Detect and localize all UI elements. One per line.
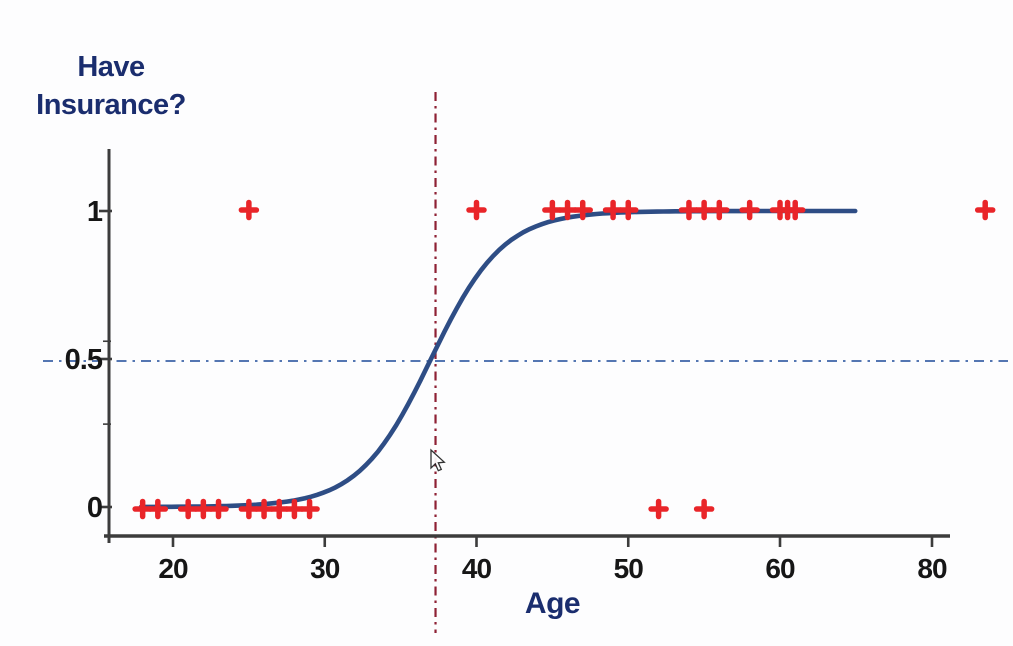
- x-tick-label: 40: [462, 553, 492, 584]
- data-point-no-insurance: [693, 498, 715, 520]
- data-point-insurance: [618, 199, 639, 221]
- y-tick-label: 1: [87, 196, 103, 228]
- data-point-insurance: [974, 199, 996, 221]
- data-point-insurance: [466, 199, 487, 221]
- y-tick-label: 0.5: [65, 344, 103, 376]
- x-tick-label: 20: [158, 553, 188, 584]
- x-tick-label: 60: [765, 553, 795, 584]
- data-point-no-insurance: [299, 498, 320, 520]
- x-tick-label: 30: [310, 553, 340, 584]
- data-point-insurance: [784, 199, 806, 221]
- data-point-no-insurance: [147, 498, 169, 520]
- data-point-insurance: [572, 199, 593, 221]
- data-point-insurance: [739, 199, 760, 221]
- x-tick-label: 50: [614, 553, 644, 584]
- x-tick-label: 80: [917, 553, 947, 584]
- y-tick-label: 0: [87, 492, 102, 524]
- data-point-insurance: [709, 199, 730, 221]
- data-point-no-insurance: [648, 498, 669, 520]
- mouse-cursor: [430, 448, 446, 472]
- data-point-no-insurance: [208, 498, 229, 520]
- data-point-insurance: [238, 199, 260, 221]
- x-axis-label: Age: [524, 587, 581, 620]
- chart-title: Have Insurance?: [36, 51, 186, 121]
- sigmoid-curve: [138, 208, 858, 510]
